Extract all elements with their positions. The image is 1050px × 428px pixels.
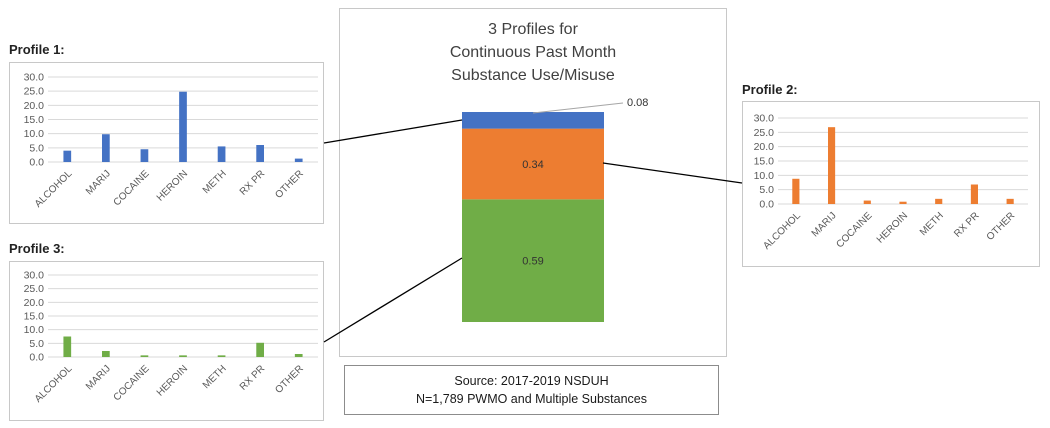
center-stacked-svg: 0.59 0.34 0.08	[462, 97, 648, 322]
y-tick-label: 5.0	[759, 184, 774, 196]
profile-2-label: Profile 2:	[742, 82, 798, 97]
connector-profile-1	[323, 119, 463, 144]
bar	[863, 200, 871, 204]
y-tick-label: 10.0	[24, 324, 45, 336]
source-box: Source: 2017-2019 NSDUH N=1,789 PWMO and…	[344, 365, 719, 415]
bar	[1006, 198, 1014, 204]
bar	[102, 350, 110, 357]
bar	[256, 145, 264, 162]
y-tick-label: 25.0	[24, 283, 45, 295]
profile-3-label: Profile 3:	[9, 241, 65, 256]
bar	[828, 127, 836, 204]
y-tick-label: 5.0	[29, 338, 44, 350]
stacked-segment	[462, 128, 604, 200]
bar	[140, 149, 149, 162]
bar	[179, 91, 187, 162]
connector-profile-2	[602, 162, 743, 184]
title-line-3: Substance Use/Misuse	[451, 67, 615, 84]
profile-1-label: Profile 1:	[9, 42, 65, 57]
data-label-leader	[532, 102, 624, 114]
source-line-2: N=1,789 PWMO and Multiple Substances	[415, 392, 648, 406]
y-tick-label: 0.0	[29, 352, 44, 364]
y-tick-label: 20.0	[754, 141, 775, 153]
bar	[970, 184, 978, 204]
stacked-segment	[462, 112, 604, 129]
bar	[294, 158, 303, 162]
bar	[63, 336, 72, 357]
segment-value-label: 0.08	[627, 97, 648, 109]
y-tick-label: 10.0	[754, 170, 775, 182]
bar	[899, 201, 907, 204]
profile-3-chart: 0.0 5.0 10.0 15.0 20.0 25.0 30.0 ALCOHOL MARIJ CO…	[9, 261, 324, 421]
bar	[179, 355, 187, 357]
y-tick-label: 25.0	[754, 127, 775, 139]
bar	[294, 353, 303, 357]
bar	[792, 178, 800, 204]
y-tick-label: 25.0	[24, 86, 45, 98]
profile-1-chart: 0.0 5.0 10.0 15.0 20.0 25.0 30.0 ALCOHOL MARIJ CO…	[9, 62, 324, 224]
segment-value-label: 0.34	[522, 159, 543, 171]
bar	[63, 150, 72, 162]
y-tick-label: 0.0	[759, 199, 774, 211]
y-tick-label: 5.0	[29, 142, 44, 154]
bar	[140, 355, 149, 357]
bar	[935, 198, 943, 204]
bar	[102, 134, 110, 162]
y-tick-label: 20.0	[24, 297, 45, 309]
y-tick-label: 30.0	[24, 270, 45, 282]
connector-profile-3	[323, 257, 463, 343]
center-chart: 0.59 0.34 0.08	[339, 8, 727, 357]
y-tick-label: 15.0	[24, 311, 45, 323]
y-tick-label: 30.0	[24, 72, 45, 84]
title-line-2: Continuous Past Month	[449, 44, 617, 61]
source-line-1: Source: 2017-2019 NSDUH	[454, 374, 609, 388]
profile-2-chart: 0.0 5.0 10.0 15.0 20.0 25.0 30.0 ALCOHOL MARIJ CO…	[742, 101, 1040, 267]
bar	[217, 355, 226, 357]
y-tick-label: 10.0	[24, 128, 45, 140]
center-chart-title: 3 Profiles for Continuous Past Month Sub…	[340, 18, 726, 87]
stacked-segment	[462, 199, 604, 322]
bar	[256, 342, 264, 357]
title-line-1: 3 Profiles for	[488, 21, 578, 38]
segment-value-label: 0.59	[522, 256, 543, 268]
y-tick-label: 15.0	[754, 156, 775, 168]
y-tick-label: 30.0	[754, 113, 775, 125]
y-tick-label: 0.0	[29, 157, 44, 169]
y-tick-label: 20.0	[24, 100, 45, 112]
bar	[217, 146, 226, 162]
y-tick-label: 15.0	[24, 114, 45, 126]
